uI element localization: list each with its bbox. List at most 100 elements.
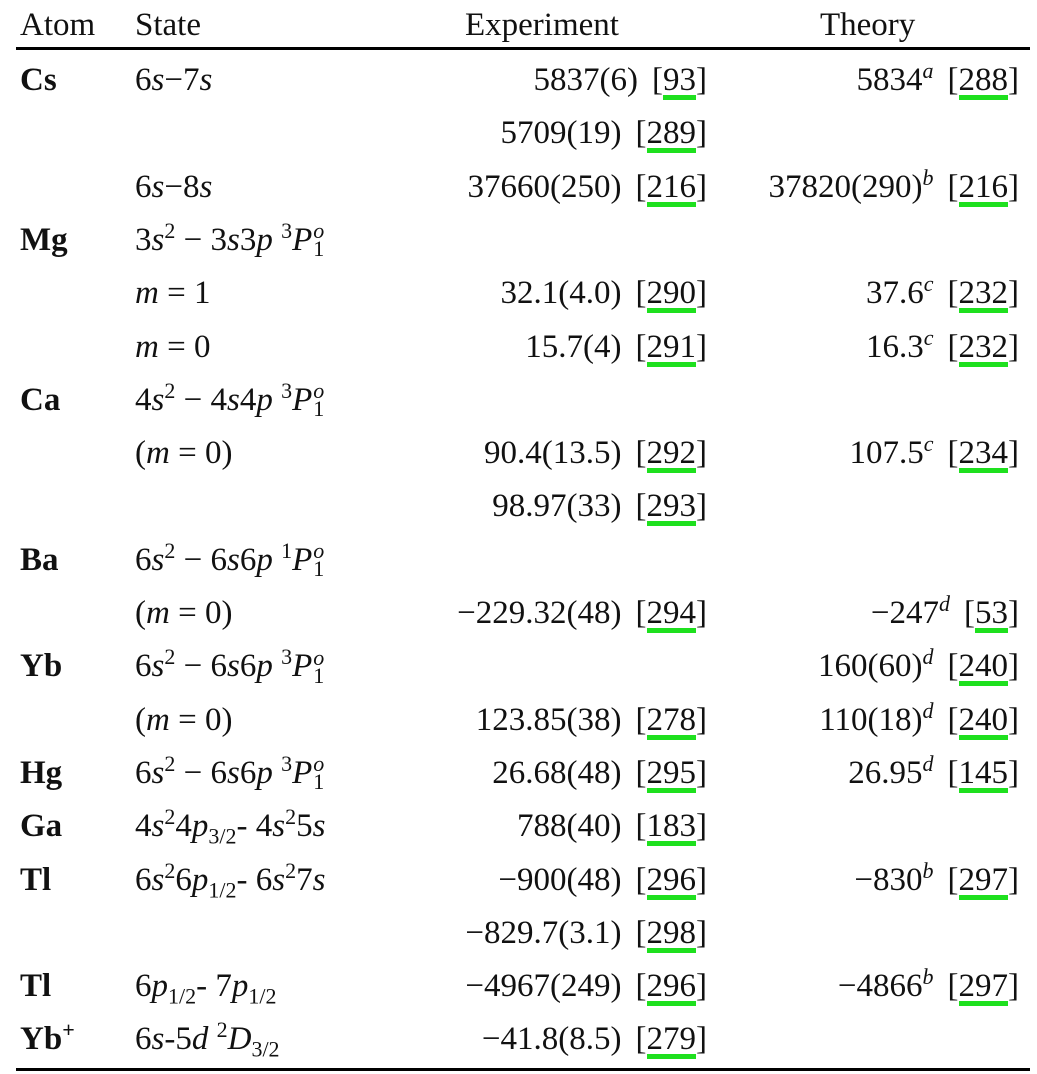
state-segment: ( (135, 595, 146, 631)
table-row: −829.7(3.1) [298] (0, 907, 1037, 960)
theory-cell: −4866b [297] (838, 960, 1019, 1013)
state-segment: s (226, 541, 240, 578)
state-segment: m (146, 435, 170, 472)
reference-link[interactable]: [290] (635, 275, 707, 314)
atom-cell: Yb+ (20, 1013, 75, 1066)
reference-link[interactable]: [288] (947, 62, 1019, 100)
state-segment: s (226, 221, 240, 258)
reference-number[interactable]: 53 (975, 595, 1008, 633)
atom-name: Tl (20, 968, 52, 1005)
atom-name: Ba (20, 541, 59, 578)
atom-cell: Ca (20, 374, 60, 427)
reference-number[interactable]: 93 (663, 62, 696, 100)
reference-link[interactable]: [53] (964, 595, 1019, 633)
reference-number[interactable]: 234 (958, 435, 1008, 474)
reference-number[interactable]: 293 (646, 488, 696, 527)
theory-cell: 37820(290)b [216] (769, 161, 1019, 214)
state-segment (273, 648, 281, 684)
reference-number[interactable]: 278 (646, 701, 696, 740)
reference-link[interactable]: [297] (947, 861, 1019, 900)
reference-number[interactable]: 289 (646, 115, 696, 154)
reference-link[interactable]: [93] (652, 62, 707, 100)
reference-link[interactable]: [293] (635, 488, 707, 527)
reference-link[interactable]: [278] (635, 701, 707, 740)
reference-number[interactable]: 288 (958, 62, 1008, 100)
state-segment: 6 (239, 648, 257, 685)
reference-link[interactable]: [279] (635, 1021, 707, 1060)
reference-number[interactable]: 290 (646, 275, 696, 314)
reference-link[interactable]: [294] (635, 595, 707, 633)
reference-number[interactable]: 294 (646, 595, 696, 633)
reference-number[interactable]: 279 (646, 1021, 696, 1060)
header-state: State (135, 7, 201, 43)
table-row: Mg 3s2 − 3s3p 3P o 1 (0, 214, 1037, 267)
state-segment: 2 (285, 857, 297, 883)
reference-number[interactable]: 232 (958, 275, 1008, 314)
state-segment: - 6 (236, 861, 273, 898)
reference-link[interactable]: [232] (947, 328, 1019, 367)
reference-number[interactable]: 145 (958, 754, 1008, 793)
reference-number[interactable]: 297 (958, 861, 1008, 900)
experiment-cell: 123.85(38) [278] (476, 694, 707, 747)
atom-name: Yb (20, 1021, 63, 1058)
reference-number[interactable]: 292 (646, 435, 696, 474)
state-segment: s (226, 648, 240, 685)
state-segment: m (146, 595, 170, 631)
term-j: 1 (313, 236, 325, 262)
reference-number[interactable]: 291 (646, 328, 696, 367)
reference-link[interactable]: [298] (635, 914, 707, 953)
state-segment: − 6 (175, 648, 227, 685)
reference-number[interactable]: 296 (646, 861, 696, 900)
state-segment: 4 (175, 808, 192, 845)
reference-number[interactable]: 240 (958, 648, 1008, 687)
reference-link[interactable]: [234] (947, 435, 1019, 474)
reference-number[interactable]: 232 (958, 328, 1008, 367)
reference-link[interactable]: [297] (947, 968, 1019, 1007)
term-parity: o (313, 218, 325, 244)
experiment-cell: 5837(6) [93] (534, 54, 707, 107)
reference-number[interactable]: 297 (958, 968, 1008, 1007)
reference-number[interactable]: 183 (646, 808, 696, 847)
reference-link[interactable]: [295] (635, 754, 707, 793)
reference-link[interactable]: [296] (635, 968, 707, 1007)
theory-value: 16.3 (865, 328, 924, 365)
reference-number[interactable]: 295 (646, 754, 696, 793)
reference-number[interactable]: 216 (958, 168, 1008, 207)
footnote-mark: d (922, 697, 934, 723)
reference-link[interactable]: [216] (635, 168, 707, 207)
state-segment: s (151, 221, 165, 258)
experiment-cell: −229.32(48) [294] (457, 587, 707, 640)
state-segment: d (191, 1021, 209, 1058)
reference-link[interactable]: [183] (635, 808, 707, 847)
header-atom: Atom (20, 7, 96, 43)
theory-cell: −247d [53] (871, 587, 1019, 640)
reference-number[interactable]: 216 (646, 168, 696, 207)
reference-link[interactable]: [216] (947, 168, 1019, 207)
state-segment: -5 (164, 1021, 192, 1058)
reference-link[interactable]: [240] (947, 648, 1019, 687)
reference-link[interactable]: [292] (635, 435, 707, 474)
reference-number[interactable]: 296 (646, 968, 696, 1007)
reference-link[interactable]: [240] (947, 701, 1019, 740)
experiment-value: 123.85(38) (475, 701, 622, 738)
reference-link[interactable]: [145] (947, 754, 1019, 793)
state-segment: s (272, 861, 286, 898)
state-cell: 4s2 − 4s4p 3P o 1 (135, 374, 324, 427)
reference-number[interactable]: 298 (646, 914, 696, 953)
term-j: 1 (313, 769, 325, 795)
table-row: (m = 0) 123.85(38) [278] 110(18)d [240] (0, 694, 1037, 747)
state-segment: 3 (135, 221, 152, 258)
reference-link[interactable]: [289] (635, 115, 707, 154)
reference-link[interactable]: [291] (635, 328, 707, 367)
table-row: m = 0 15.7(4) [291] 16.3c [232] (0, 321, 1037, 374)
reference-number[interactable]: 240 (958, 701, 1008, 740)
experiment-value: −229.32(48) (457, 595, 622, 631)
reference-link[interactable]: [232] (947, 275, 1019, 314)
state-segment (273, 542, 281, 578)
reference-link[interactable]: [296] (635, 861, 707, 900)
table-row: Hg 6s2 − 6s6p 3P o 1 26.68(48) [295] 26.95d [14… (0, 747, 1037, 800)
state-segment: 2 (164, 217, 176, 243)
